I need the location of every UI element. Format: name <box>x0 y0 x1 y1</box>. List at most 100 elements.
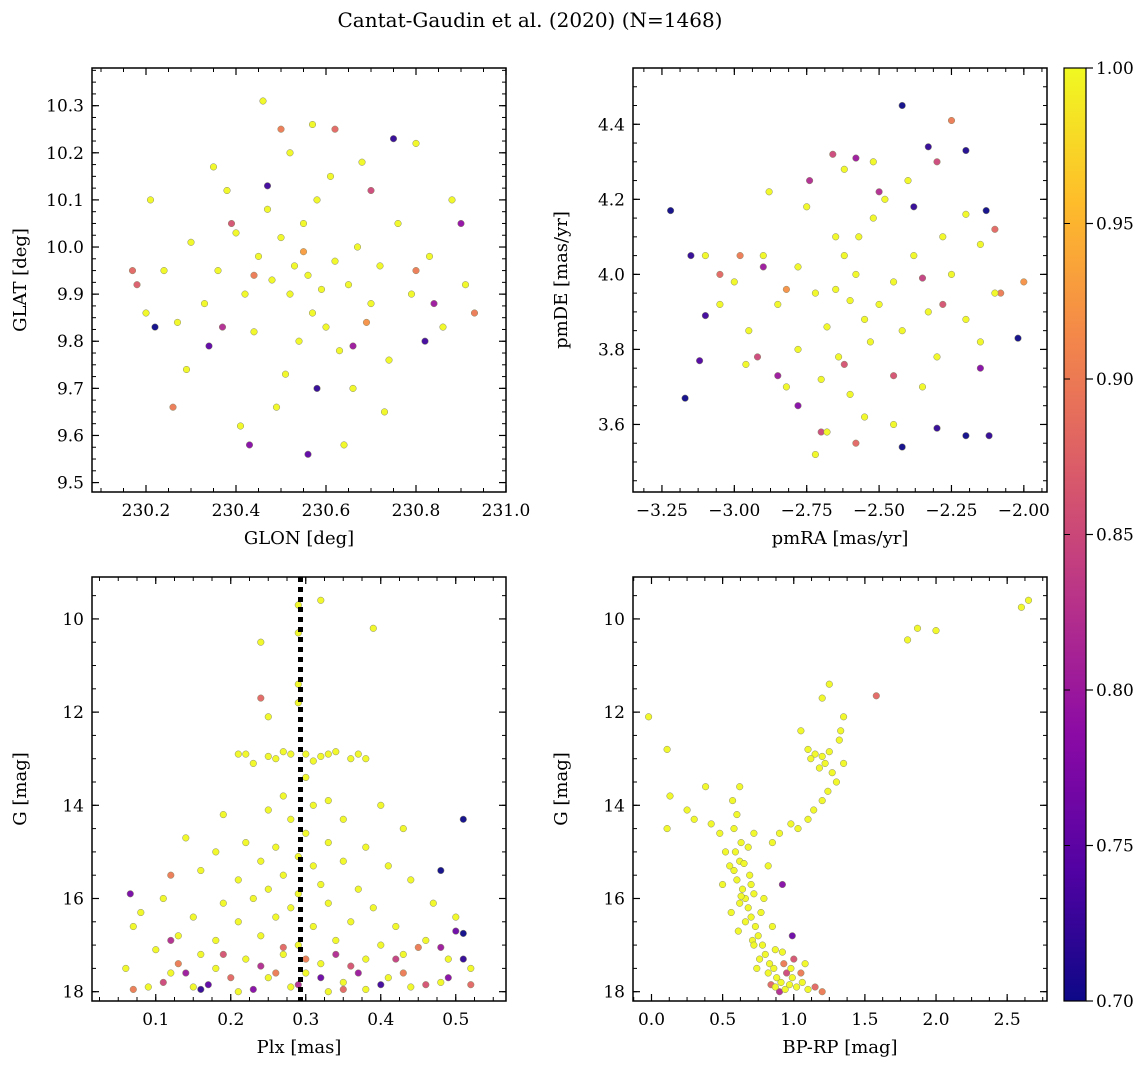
x-tick-label: 2.5 <box>994 1010 1021 1030</box>
data-point <box>367 300 375 308</box>
data-point <box>324 839 332 847</box>
data-point <box>890 420 898 429</box>
data-point <box>910 252 918 260</box>
data-point <box>354 969 362 977</box>
data-point <box>840 713 848 721</box>
data-point <box>467 964 475 972</box>
data-point <box>869 158 877 166</box>
data-point <box>189 983 197 991</box>
data-point <box>734 927 742 935</box>
data-point <box>377 941 385 949</box>
data-point <box>742 360 750 368</box>
panel-glon_glat: 230.2 230.4 230.6 230.8 231.0 9.5 9.6 9.7 9.8 9.9… <box>10 67 530 549</box>
x-tick-label: 0.1 <box>142 1010 169 1030</box>
y-tick-label: 9.8 <box>57 332 84 352</box>
data-point <box>430 300 438 308</box>
data-point <box>701 252 709 260</box>
data-point <box>726 862 734 870</box>
data-point <box>197 985 205 993</box>
data-point <box>234 750 242 758</box>
data-point <box>245 441 254 449</box>
data-point <box>412 267 420 275</box>
data-point <box>818 694 826 702</box>
data-point <box>738 885 747 893</box>
data-point <box>875 300 883 308</box>
y-tick-label: 14 <box>603 796 625 816</box>
data-point <box>807 755 815 763</box>
data-point <box>242 955 250 963</box>
data-point <box>439 323 447 331</box>
data-point <box>302 969 310 977</box>
data-point <box>702 783 710 791</box>
data-point <box>197 950 205 958</box>
colorbar-tick-label: 0.90 <box>1096 370 1134 390</box>
data-point <box>861 413 869 421</box>
data-point <box>821 759 829 767</box>
data-point <box>982 207 990 215</box>
x-tick-label: −3.25 <box>636 501 688 521</box>
figure-suptitle: Cantat-Gaudin et al. (2020) (N=1468) <box>338 8 723 32</box>
data-point <box>219 950 227 958</box>
data-point <box>811 750 819 758</box>
data-point <box>962 210 970 218</box>
data-point <box>137 908 145 917</box>
x-tick-label: 230.6 <box>302 501 351 521</box>
data-point <box>918 383 927 391</box>
data-point <box>913 624 922 632</box>
x-tick-label: 0.0 <box>638 1010 665 1030</box>
data-point <box>212 848 220 856</box>
data-point <box>866 338 874 346</box>
data-point <box>785 981 794 989</box>
data-point <box>264 806 272 814</box>
data-point <box>286 149 294 157</box>
data-point <box>737 892 745 900</box>
data-point <box>746 871 754 879</box>
data-point <box>787 964 795 972</box>
data-point <box>904 636 912 644</box>
data-point <box>730 825 738 833</box>
data-point <box>861 315 869 323</box>
data-point <box>756 955 764 963</box>
data-point <box>751 922 759 931</box>
data-point <box>716 300 724 308</box>
y-tick-label: 4.4 <box>598 115 625 135</box>
data-point <box>407 983 415 991</box>
y-tick-label: 12 <box>603 703 625 723</box>
y-tick-label: 16 <box>603 889 625 909</box>
data-point <box>829 150 837 158</box>
y-tick-label: 9.5 <box>57 474 84 494</box>
data-point <box>250 328 258 336</box>
data-point <box>457 219 465 228</box>
data-point <box>832 285 840 293</box>
data-point <box>939 233 947 241</box>
x-tick-label: 230.8 <box>392 501 441 521</box>
data-point <box>129 922 137 931</box>
data-point <box>349 384 357 392</box>
data-point <box>214 267 222 275</box>
data-point <box>277 125 285 133</box>
data-point <box>354 885 362 893</box>
data-point <box>362 755 370 763</box>
data-point <box>304 450 312 458</box>
axes-frame <box>91 576 507 1002</box>
data-point <box>716 270 724 278</box>
colorbar-tick-label: 0.75 <box>1096 837 1134 857</box>
data-point <box>369 624 377 632</box>
data-point <box>823 323 831 331</box>
data-point <box>142 309 150 317</box>
data-point <box>227 974 235 982</box>
data-point <box>227 219 236 228</box>
data-point <box>777 978 785 986</box>
data-point <box>339 857 347 865</box>
data-point <box>187 238 195 246</box>
data-point <box>204 981 212 989</box>
data-point <box>126 890 134 898</box>
x-tick-label: −2.00 <box>998 501 1050 521</box>
data-point <box>362 843 370 851</box>
data-point <box>766 960 774 968</box>
data-point <box>324 750 332 758</box>
data-point <box>264 752 272 760</box>
data-point <box>304 271 312 279</box>
data-point <box>279 871 287 879</box>
data-point <box>257 857 265 865</box>
